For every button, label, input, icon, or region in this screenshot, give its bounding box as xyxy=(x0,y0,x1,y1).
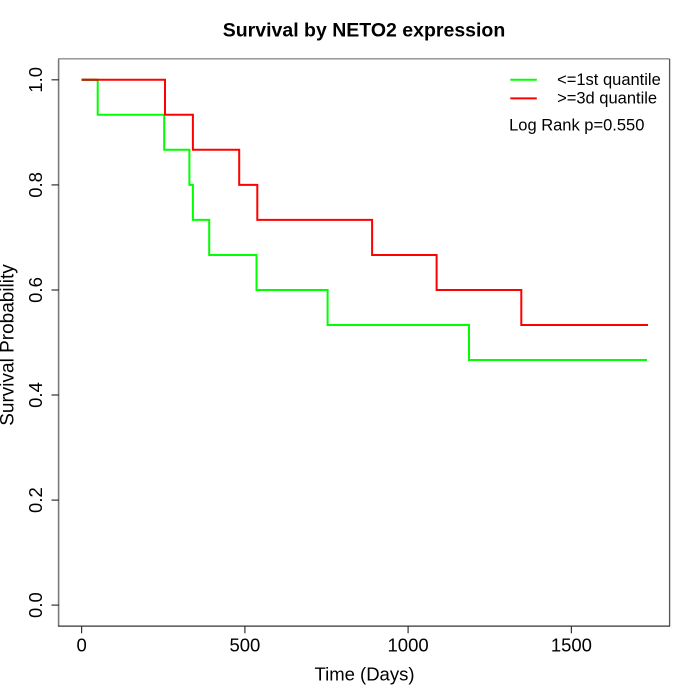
svg-text:0.6: 0.6 xyxy=(25,277,46,303)
svg-text:Time (Days): Time (Days) xyxy=(314,664,414,685)
svg-text:0: 0 xyxy=(76,635,86,656)
svg-text:>=3d quantile: >=3d quantile xyxy=(557,90,657,108)
svg-text:1.0: 1.0 xyxy=(25,67,46,93)
svg-text:0.4: 0.4 xyxy=(25,382,46,408)
svg-text:1000: 1000 xyxy=(388,635,429,656)
svg-text:500: 500 xyxy=(229,635,260,656)
svg-text:Log Rank p=0.550: Log Rank p=0.550 xyxy=(509,116,644,134)
svg-text:Survival Probability: Survival Probability xyxy=(0,264,19,426)
svg-text:0.2: 0.2 xyxy=(25,487,46,513)
svg-text:0.8: 0.8 xyxy=(25,172,46,198)
svg-text:0.0: 0.0 xyxy=(25,592,46,618)
svg-text:Survival by NETO2 expression: Survival by NETO2 expression xyxy=(223,20,506,42)
svg-text:<=1st quantile: <=1st quantile xyxy=(557,71,661,89)
svg-text:1500: 1500 xyxy=(551,635,592,656)
